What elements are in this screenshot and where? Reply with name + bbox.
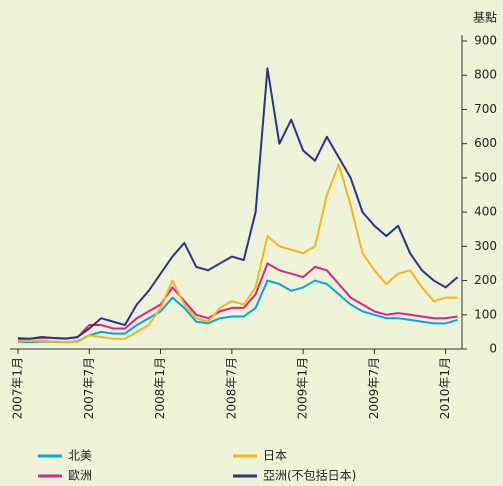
x-tick-label: 2009年1月 xyxy=(296,357,310,419)
legend-label: 亞洲(不包括日本) xyxy=(263,468,356,483)
y-tick-label: 800 xyxy=(474,68,497,82)
y-tick-label: 300 xyxy=(474,239,497,253)
y-tick-label: 500 xyxy=(474,170,497,184)
x-tick-label: 2007年7月 xyxy=(82,357,96,419)
y-tick-label: 600 xyxy=(474,136,497,150)
x-tick-label: 2010年1月 xyxy=(438,357,452,419)
y-tick-label: 700 xyxy=(474,102,497,116)
y-tick-label: 400 xyxy=(474,205,497,219)
line-series xyxy=(17,262,458,340)
y-axis-label: 基點 xyxy=(473,11,497,25)
x-tick-label: 2009年7月 xyxy=(367,357,381,419)
y-tick-label: 0 xyxy=(489,342,497,356)
legend-label: 歐洲 xyxy=(68,468,92,483)
y-tick-label: 900 xyxy=(474,34,497,48)
legend-label: 北美 xyxy=(68,449,92,463)
line-series xyxy=(18,67,459,340)
y-tick-label: 200 xyxy=(474,273,497,287)
line-series xyxy=(17,163,458,344)
x-tick-label: 2007年1月 xyxy=(11,357,25,419)
legend-label: 日本 xyxy=(263,449,287,463)
x-tick-label: 2008年7月 xyxy=(224,357,238,419)
y-tick-label: 100 xyxy=(474,307,497,321)
x-tick-label: 2008年1月 xyxy=(153,357,167,419)
